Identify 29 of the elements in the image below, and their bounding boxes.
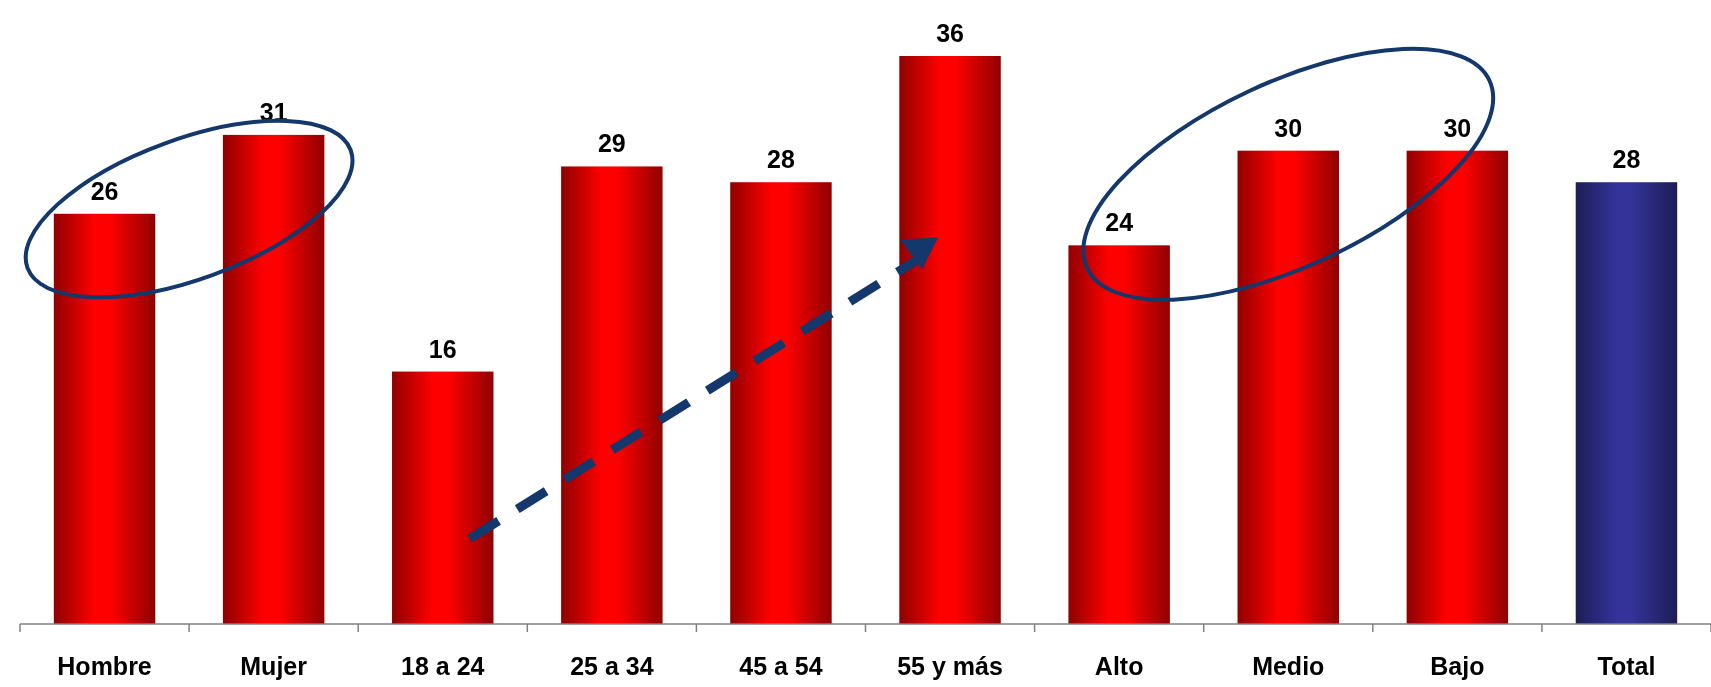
bar — [899, 56, 1001, 624]
x-tick-label: 25 a 34 — [570, 652, 654, 680]
x-tick-label: Medio — [1252, 652, 1325, 680]
data-label: 16 — [428, 334, 457, 363]
x-tick-label: Bajo — [1430, 652, 1485, 680]
x-tick-label: Mujer — [240, 652, 308, 680]
data-label: 30 — [1443, 113, 1472, 142]
bar — [222, 134, 325, 624]
bar — [561, 166, 663, 624]
data-label: 24 — [1105, 208, 1134, 237]
bar — [1406, 150, 1509, 624]
data-label: 30 — [1274, 113, 1303, 142]
bar — [1068, 245, 1170, 624]
x-tick-label: Total — [1597, 652, 1656, 680]
x-tick-label: Hombre — [57, 652, 152, 680]
data-label: 36 — [936, 19, 964, 47]
bar — [392, 371, 494, 624]
data-label: 28 — [767, 145, 795, 174]
x-tick-label: Alto — [1094, 652, 1144, 680]
bar — [1575, 182, 1678, 624]
bar — [1237, 150, 1339, 624]
data-label: 28 — [1612, 145, 1641, 174]
x-tick-label: 45 a 54 — [739, 652, 823, 680]
data-label: 26 — [90, 176, 119, 205]
x-tick-label: 55 y más — [897, 652, 1003, 680]
bar — [53, 213, 156, 624]
data-label: 29 — [597, 129, 626, 158]
x-tick-label: 18 a 24 — [401, 652, 485, 680]
bar — [730, 182, 832, 624]
